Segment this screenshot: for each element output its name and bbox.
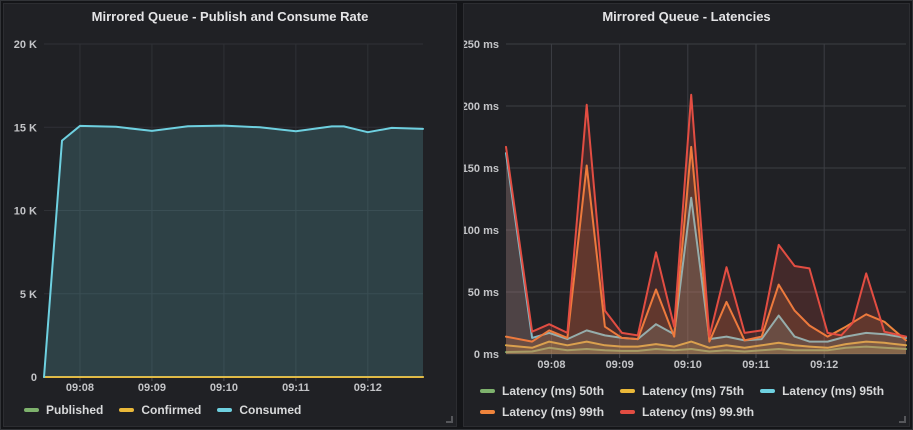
corner-resize-icon[interactable] bbox=[899, 416, 906, 423]
svg-text:150 ms: 150 ms bbox=[464, 163, 499, 175]
svg-text:5 K: 5 K bbox=[20, 289, 37, 301]
legend-item-label: Consumed bbox=[239, 402, 302, 417]
legend-color-swatch bbox=[217, 407, 233, 412]
legend-item-confirmed[interactable]: Confirmed bbox=[119, 403, 201, 417]
legend-item-label: Latency (ms) 75th bbox=[642, 383, 745, 398]
panel-publish-consume-rate: Mirrored Queue - Publish and Consume Rat… bbox=[3, 3, 457, 427]
svg-text:200 ms: 200 ms bbox=[464, 101, 499, 113]
svg-text:09:11: 09:11 bbox=[282, 382, 310, 394]
svg-text:09:08: 09:08 bbox=[537, 359, 565, 371]
legend-color-swatch bbox=[620, 409, 636, 414]
legend-item-consumed[interactable]: Consumed bbox=[217, 403, 301, 417]
legend-item-published[interactable]: Published bbox=[24, 403, 103, 417]
legend-item-latency-ms-99th[interactable]: Latency (ms) 99th bbox=[480, 405, 604, 419]
legend-item-label: Published bbox=[46, 402, 104, 417]
panel-title-publish-consume-rate[interactable]: Mirrored Queue - Publish and Consume Rat… bbox=[91, 9, 369, 24]
legend-item-label: Latency (ms) 50th bbox=[502, 383, 605, 398]
svg-text:250 ms: 250 ms bbox=[464, 39, 499, 51]
svg-text:09:09: 09:09 bbox=[606, 359, 634, 371]
svg-text:100 ms: 100 ms bbox=[464, 225, 499, 237]
panel-title-latencies[interactable]: Mirrored Queue - Latencies bbox=[602, 9, 771, 24]
legend-item-latency-ms-50th[interactable]: Latency (ms) 50th bbox=[480, 384, 604, 398]
legend-row: Latency (ms) 50th Latency (ms) 75th Latenc… bbox=[480, 380, 909, 401]
legend-item-label: Latency (ms) 99th bbox=[502, 404, 605, 419]
panel-latencies: Mirrored Queue - Latencies 0 ms 50 ms 100 … bbox=[463, 3, 910, 427]
svg-text:09:08: 09:08 bbox=[66, 382, 94, 394]
legend-color-swatch bbox=[24, 407, 39, 412]
legend-color-swatch bbox=[480, 388, 495, 393]
svg-text:0 ms: 0 ms bbox=[474, 349, 499, 361]
svg-text:09:11: 09:11 bbox=[742, 359, 770, 371]
svg-text:09:10: 09:10 bbox=[674, 359, 702, 371]
legend-item-latency-ms-75th[interactable]: Latency (ms) 75th bbox=[620, 384, 744, 398]
chart-publish-consume-rate[interactable]: 0 5 K 10 K 15 K 20 K 09:08 09:09 09:10 09:11 09:1… bbox=[4, 30, 456, 396]
legend-latencies: Latency (ms) 50th Latency (ms) 75th Latenc… bbox=[464, 380, 909, 426]
legend-item-latency-ms-99.9th[interactable]: Latency (ms) 99.9th bbox=[620, 405, 754, 419]
legend-item-latency-ms-95th[interactable]: Latency (ms) 95th bbox=[760, 384, 884, 398]
chart-latencies[interactable]: 0 ms 50 ms 100 ms 150 ms 200 ms 250 ms 09:08 09… bbox=[464, 30, 910, 376]
svg-text:50 ms: 50 ms bbox=[468, 287, 499, 299]
legend-color-swatch bbox=[119, 407, 135, 412]
legend-row: Published Confirmed Consumed bbox=[24, 399, 456, 420]
legend-color-swatch bbox=[620, 388, 636, 393]
svg-text:0: 0 bbox=[31, 372, 37, 384]
svg-text:15 K: 15 K bbox=[14, 122, 37, 134]
corner-resize-icon[interactable] bbox=[446, 416, 453, 423]
legend-item-label: Latency (ms) 99.9th bbox=[642, 404, 755, 419]
legend-color-swatch bbox=[760, 388, 776, 393]
legend-item-label: Latency (ms) 95th bbox=[782, 383, 885, 398]
legend-item-label: Confirmed bbox=[141, 402, 202, 417]
svg-text:09:12: 09:12 bbox=[354, 382, 382, 394]
svg-text:09:10: 09:10 bbox=[210, 382, 238, 394]
legend-publish-consume: Published Confirmed Consumed bbox=[4, 399, 456, 426]
svg-text:09:09: 09:09 bbox=[138, 382, 166, 394]
svg-text:09:12: 09:12 bbox=[810, 359, 838, 371]
svg-text:20 K: 20 K bbox=[14, 39, 37, 51]
legend-color-swatch bbox=[480, 409, 495, 414]
legend-row: Latency (ms) 99th Latency (ms) 99.9th bbox=[480, 401, 909, 422]
svg-text:10 K: 10 K bbox=[14, 206, 37, 218]
